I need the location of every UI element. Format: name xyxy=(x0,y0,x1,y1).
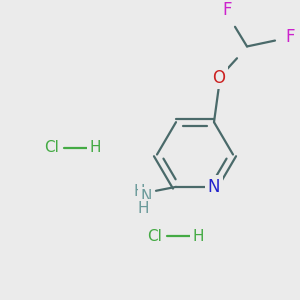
Text: Cl: Cl xyxy=(148,229,162,244)
Text: H: H xyxy=(192,229,204,244)
Text: F: F xyxy=(222,1,232,19)
Text: N: N xyxy=(140,189,152,204)
Text: Cl: Cl xyxy=(45,140,59,155)
Text: H: H xyxy=(133,184,145,199)
Text: H: H xyxy=(137,201,149,216)
Text: H: H xyxy=(89,140,101,155)
Text: F: F xyxy=(285,28,295,46)
Text: N: N xyxy=(208,178,220,196)
Text: O: O xyxy=(212,69,226,87)
